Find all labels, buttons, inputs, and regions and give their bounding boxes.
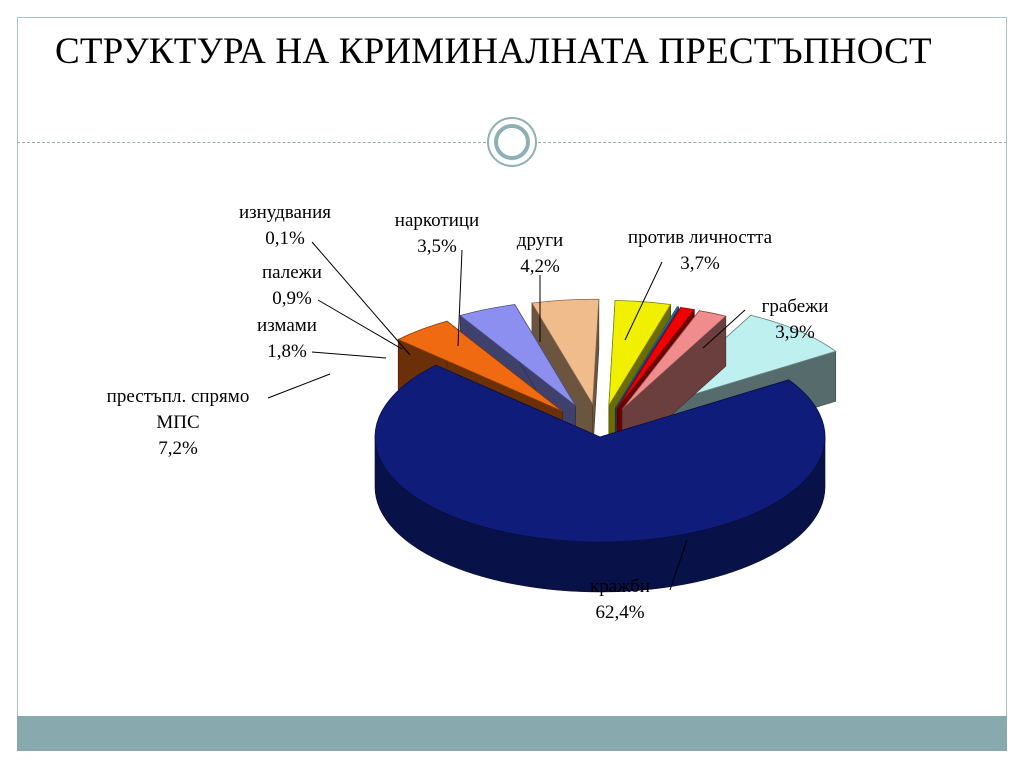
leader-line-8 bbox=[311, 351, 387, 359]
leader-line-9 bbox=[267, 373, 331, 399]
pie-slice-4 bbox=[531, 298, 600, 456]
leader-line-7 bbox=[317, 299, 403, 350]
pie-slice-top-4 bbox=[531, 298, 600, 406]
circle-ornament-inner bbox=[494, 124, 530, 160]
slice-label-9: престъпл. спрямо bbox=[107, 386, 250, 407]
data-label-9: 7,2% bbox=[158, 438, 198, 459]
data-label-3: 3,7% bbox=[680, 253, 720, 274]
data-label-1: 62,4% bbox=[595, 602, 644, 623]
slide-title: СТРУКТУРА НА КРИМИНАЛНАТА ПРЕСТЪПНОСТ bbox=[55, 31, 932, 72]
footer-bar bbox=[17, 716, 1007, 751]
pie-slice-top-3 bbox=[459, 304, 576, 406]
data-label-4: 4,2% bbox=[520, 256, 560, 277]
slice-label-2: грабежи bbox=[762, 296, 829, 317]
pie-slice-top-6 bbox=[614, 306, 680, 409]
leader-line-6 bbox=[311, 241, 411, 356]
leader-line-2 bbox=[702, 309, 746, 349]
pie-slice-1 bbox=[374, 364, 826, 593]
slice-label-3: против личността bbox=[628, 227, 773, 248]
pie-slice-top-2 bbox=[397, 320, 563, 412]
pie-slice-top-7 bbox=[616, 307, 696, 409]
slice-label-1: кражби bbox=[590, 576, 650, 597]
slice-label-9: МПС bbox=[156, 412, 199, 433]
slice-label-5: наркотици bbox=[395, 210, 479, 231]
slice-label-6: изнудвания bbox=[239, 202, 331, 223]
slice-label-4: други bbox=[517, 230, 563, 251]
slice-label-8: измами bbox=[257, 315, 317, 336]
pie-slice-top-1 bbox=[374, 364, 826, 543]
data-label-7: 0,9% bbox=[272, 288, 312, 309]
slice-label-7: палежи bbox=[262, 262, 322, 283]
leader-line-1 bbox=[669, 539, 688, 591]
leader-line-5 bbox=[457, 249, 463, 347]
data-label-5: 3,5% bbox=[417, 236, 457, 257]
data-label-8: 1,8% bbox=[267, 341, 307, 362]
data-label-2: 3,9% bbox=[775, 322, 815, 343]
circle-ornament-icon bbox=[487, 117, 537, 167]
leader-line-3 bbox=[624, 261, 663, 341]
data-label-6: 0,1% bbox=[265, 228, 305, 249]
pie-slice-top-8 bbox=[621, 310, 727, 410]
